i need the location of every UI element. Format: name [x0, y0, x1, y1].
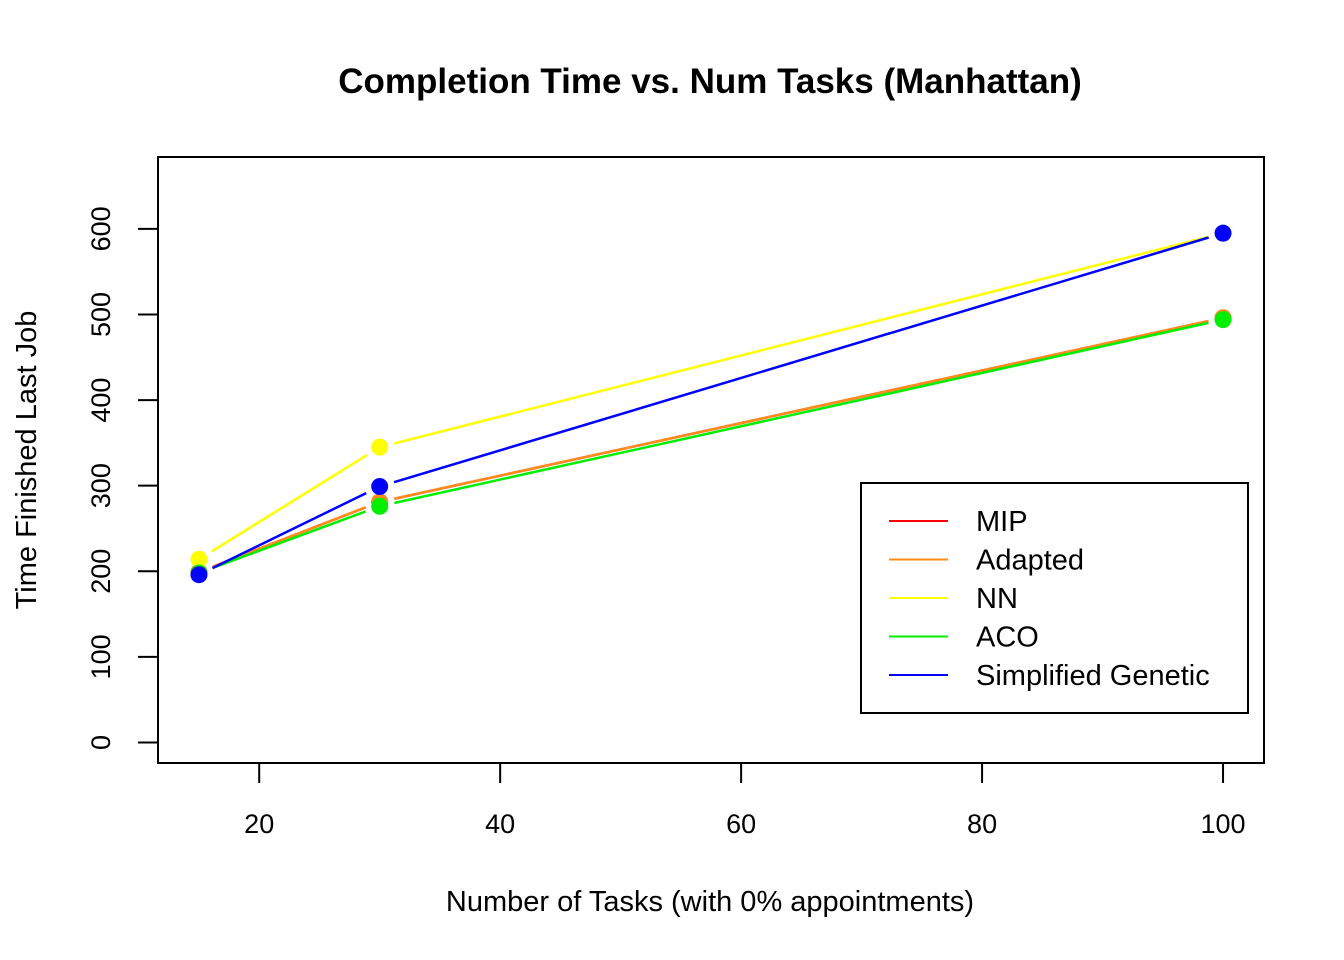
legend: MIP Adapted NN ACO Simplified Genetic	[860, 482, 1249, 714]
series-line-simplified-genetic	[393, 236, 1210, 484]
legend-label: Simplified Genetic	[976, 660, 1210, 692]
x-tick-label: 20	[244, 809, 274, 839]
data-point-simplified-genetic	[190, 566, 208, 584]
chart-title: Completion Time vs. Num Tasks (Manhattan…	[338, 62, 1082, 101]
series-lines	[211, 235, 1210, 570]
y-tick-label: 100	[86, 634, 116, 679]
y-tick-label: 600	[86, 206, 116, 251]
x-axis-label: Number of Tasks (with 0% appointments)	[446, 886, 974, 918]
series-line-simplified-genetic	[211, 491, 367, 570]
y-tick-label: 500	[86, 292, 116, 337]
x-tick-label: 80	[967, 809, 997, 839]
series-line-nn	[393, 235, 1209, 445]
data-point-nn	[190, 550, 208, 568]
x-axis: 20 40 60 80 100	[244, 762, 1246, 839]
x-tick-label: 100	[1201, 809, 1246, 839]
data-point-aco	[1214, 311, 1232, 329]
series-line-aco	[394, 321, 1209, 505]
data-point-nn	[371, 438, 389, 456]
legend-label: ACO	[976, 622, 1039, 654]
x-tick-label: 60	[726, 809, 756, 839]
x-tick-label: 40	[485, 809, 515, 839]
y-axis-label: Time Finished Last Job	[11, 311, 43, 610]
legend-label: NN	[976, 583, 1018, 615]
y-tick-label: 200	[86, 549, 116, 594]
series-line-nn	[211, 454, 368, 553]
y-tick-label: 300	[86, 463, 116, 508]
data-point-aco	[371, 497, 389, 515]
data-point-simplified-genetic	[371, 478, 389, 496]
series-line-aco	[212, 510, 367, 569]
data-point-simplified-genetic	[1214, 224, 1232, 242]
y-tick-label: 400	[86, 378, 116, 423]
series-line-adapted	[394, 319, 1209, 500]
series-points	[190, 224, 1232, 584]
legend-label: MIP	[976, 506, 1028, 538]
legend-label: Adapted	[976, 545, 1084, 577]
y-axis: 0 100 200 300 400 500 600	[86, 206, 159, 750]
y-tick-label: 0	[86, 735, 116, 750]
